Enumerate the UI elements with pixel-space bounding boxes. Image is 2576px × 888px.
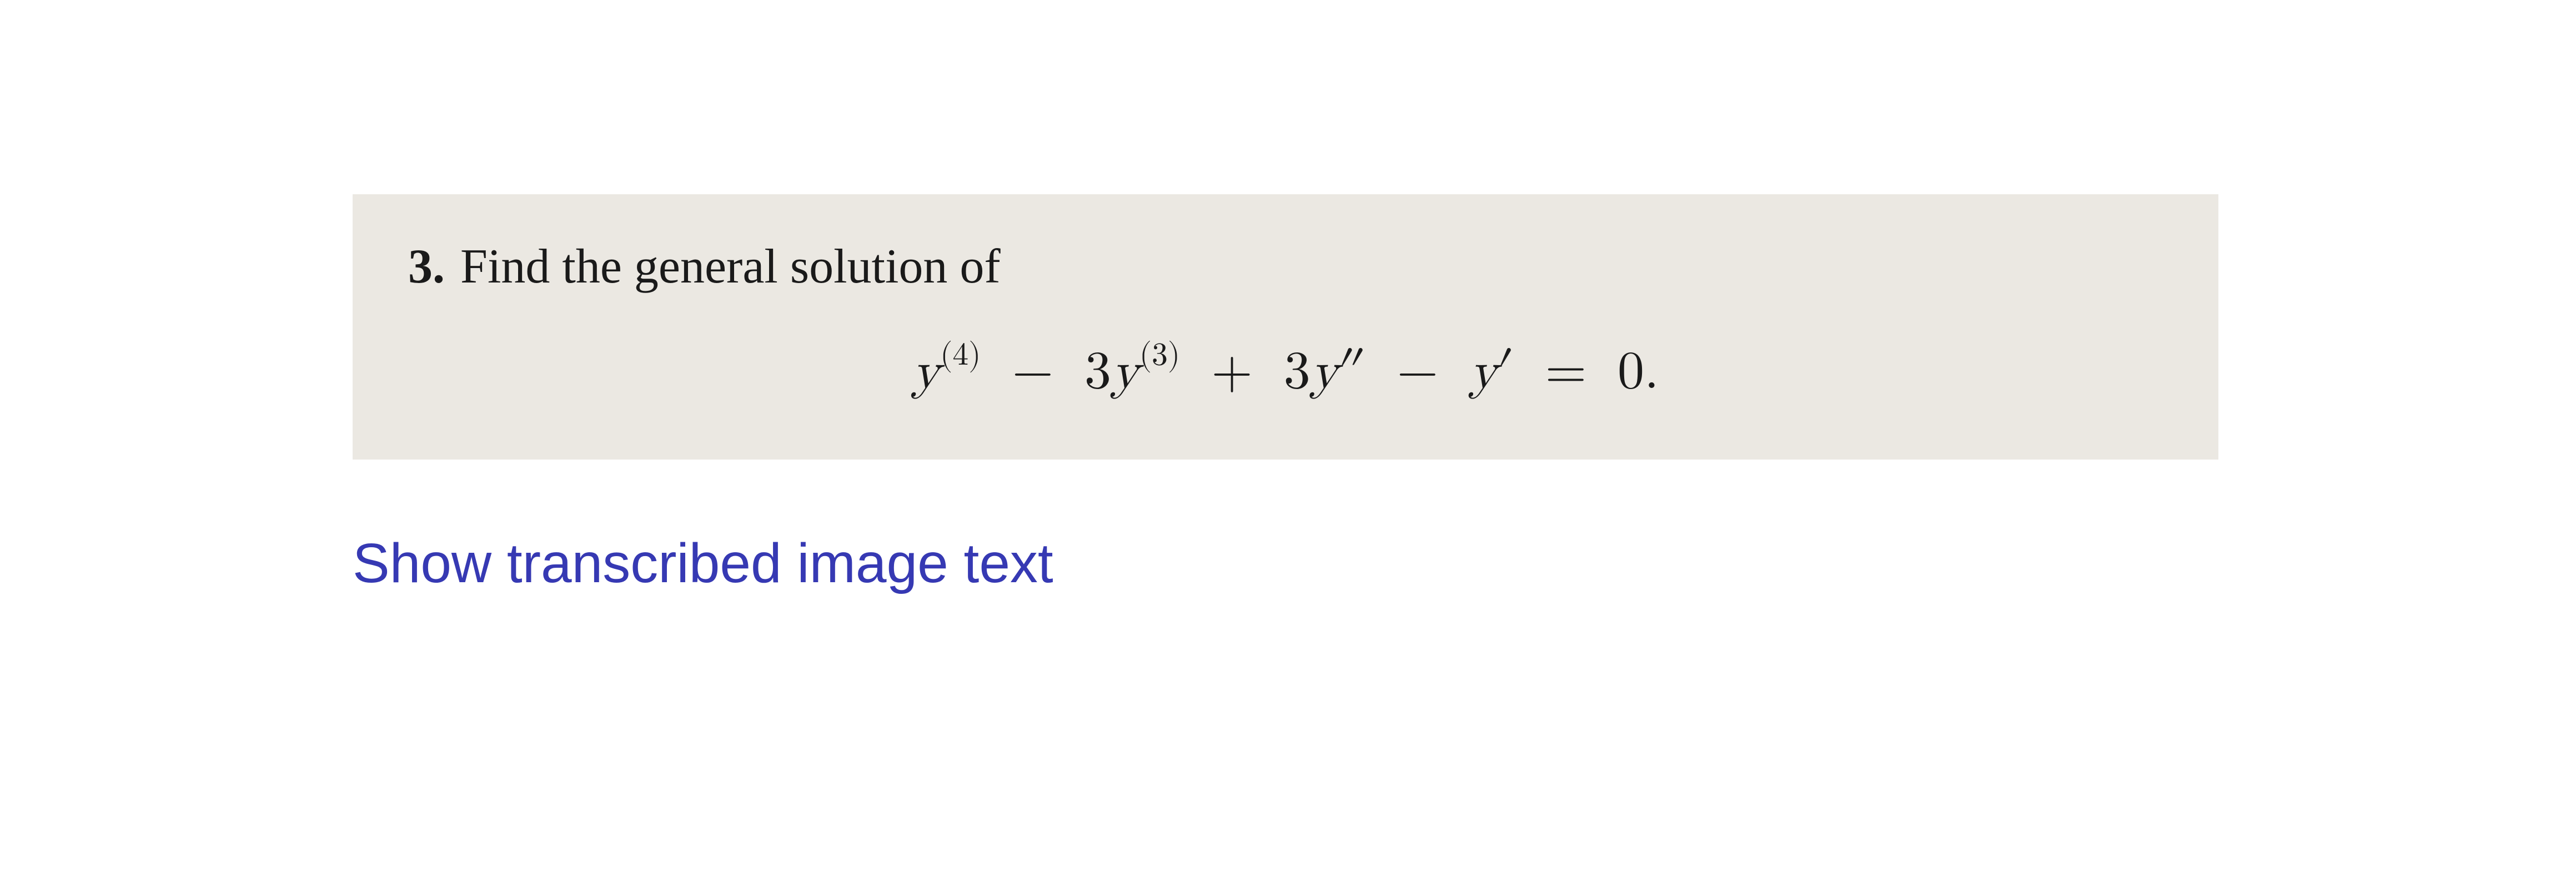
eq-term2-coef: 3 — [1084, 345, 1111, 398]
eq-op1: − — [998, 345, 1067, 398]
eq-term2-var: y — [1111, 345, 1139, 398]
equation: y(4) − 3y(3) + 3y″ − y′ = 0. — [408, 345, 2163, 398]
content-wrapper: 3. Find the general solution of y(4) − 3… — [353, 194, 2218, 596]
eq-term1-sup: (4) — [940, 340, 981, 371]
question-prompt-line: 3. Find the general solution of — [408, 239, 2163, 295]
eq-term3-coef: 3 — [1284, 345, 1310, 398]
show-transcribed-link[interactable]: Show transcribed image text — [353, 532, 1053, 596]
eq-term4-var: y — [1469, 345, 1498, 398]
question-box: 3. Find the general solution of y(4) − 3… — [353, 194, 2218, 460]
eq-op3: − — [1383, 345, 1452, 398]
eq-op2: + — [1198, 345, 1266, 398]
eq-rhs: 0 — [1618, 345, 1644, 398]
question-number: 3. — [408, 239, 445, 295]
eq-term4-primes: ′ — [1498, 345, 1514, 398]
eq-term3-primes: ″ — [1339, 345, 1366, 398]
eq-term3-var: y — [1310, 345, 1339, 398]
question-prompt: Find the general solution of — [460, 239, 1001, 295]
eq-eq: = — [1531, 345, 1600, 398]
eq-punct: . — [1644, 345, 1659, 398]
eq-term2-sup: (3) — [1139, 340, 1181, 371]
eq-term1-var: y — [912, 345, 940, 398]
